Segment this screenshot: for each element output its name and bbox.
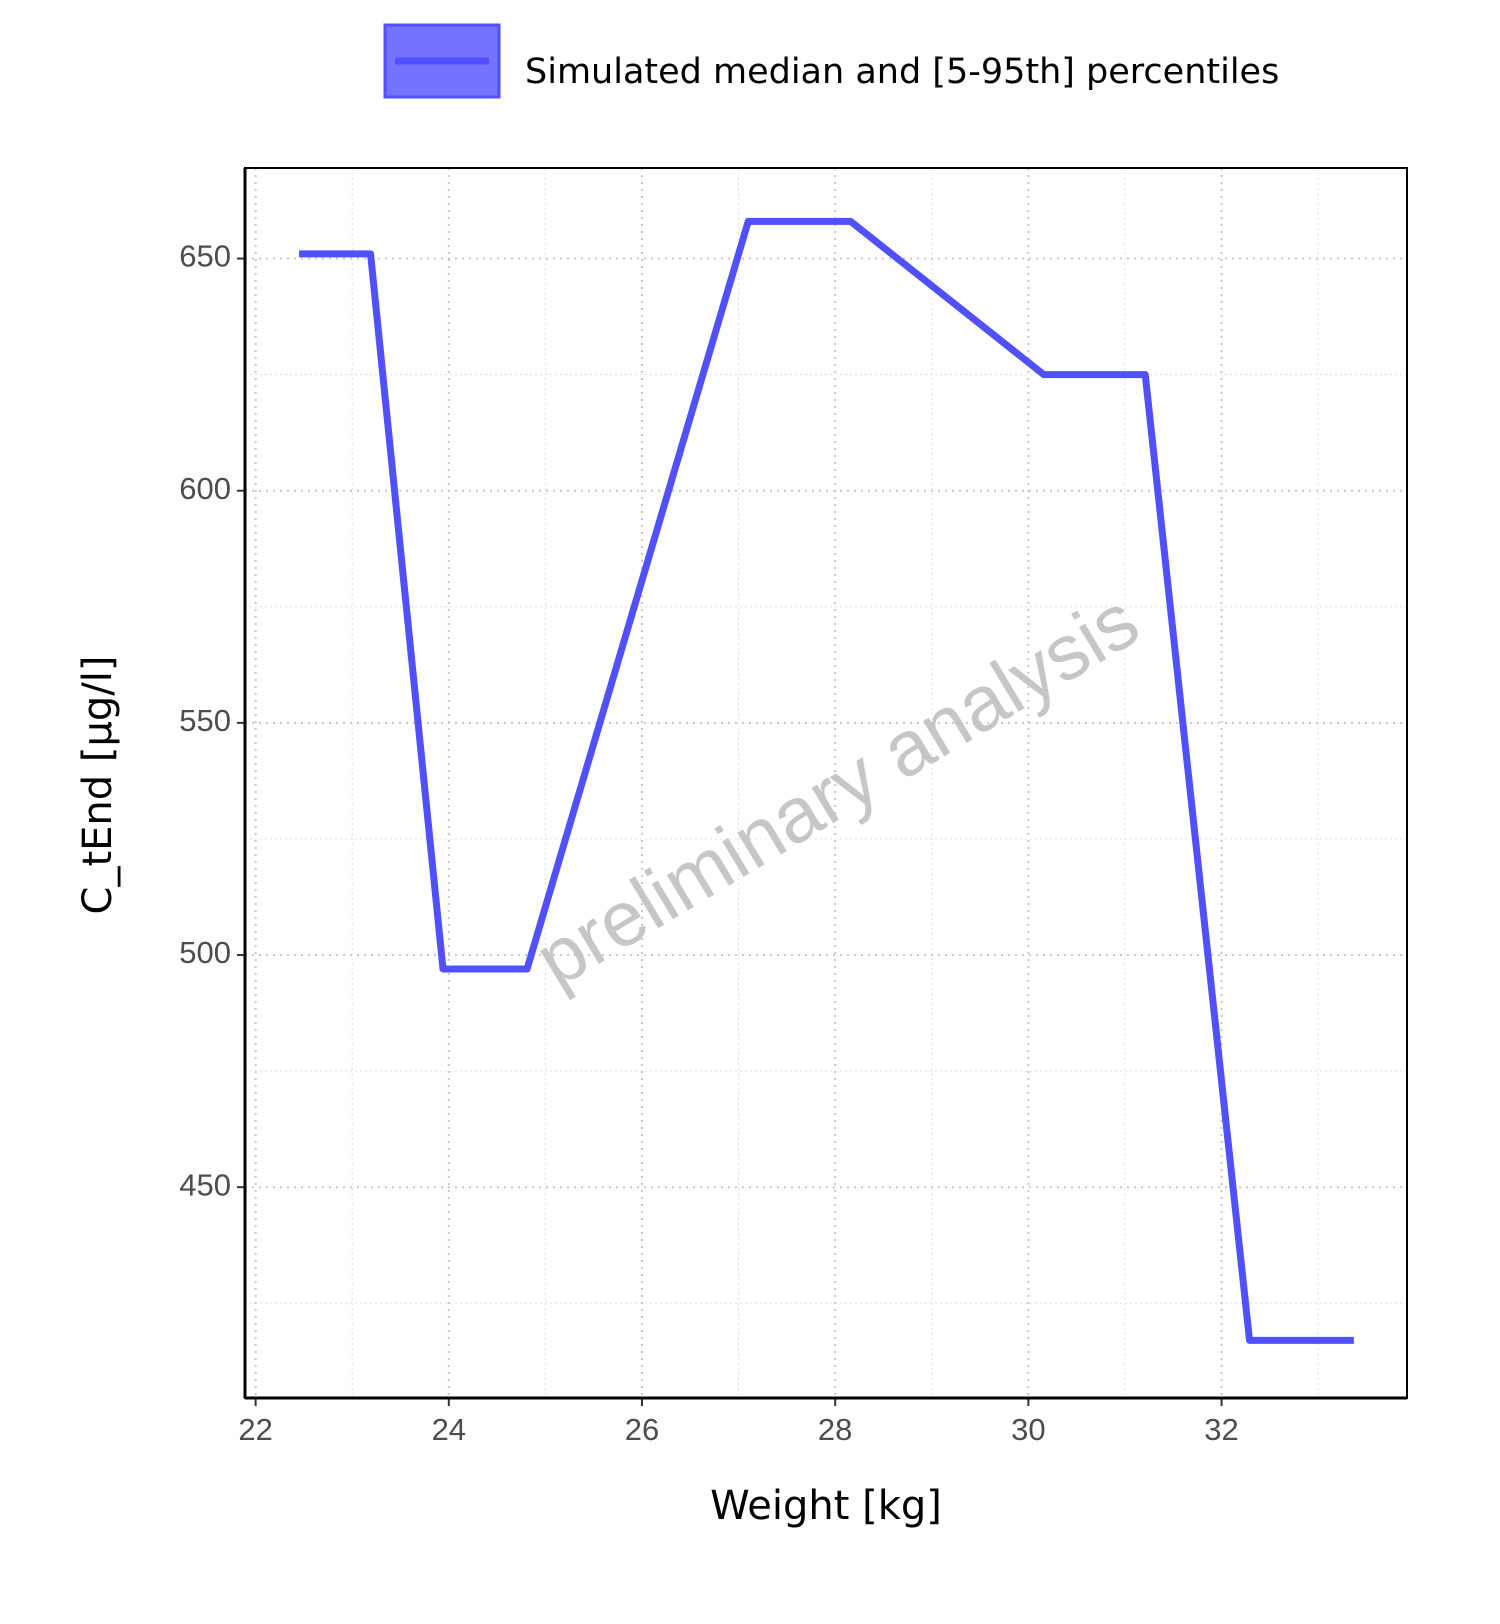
legend-label: Simulated median and [5-95th] percentile…	[525, 52, 1279, 92]
x-tick-label: 22	[238, 1412, 272, 1447]
watermark: preliminary analysis	[521, 575, 1153, 1003]
x-tick-label: 24	[432, 1412, 466, 1447]
y-tick-label: 500	[179, 935, 231, 970]
x-tick-label: 26	[625, 1412, 659, 1447]
x-axis-title: Weight [kg]	[710, 1483, 942, 1529]
y-tick-label: 650	[179, 239, 231, 274]
y-tick-label: 550	[179, 703, 231, 738]
y-tick-label: 600	[179, 471, 231, 506]
data-line	[299, 217, 1354, 1344]
y-axis-title: C_tEnd [µg/l]	[75, 656, 121, 915]
x-tick-label: 32	[1204, 1412, 1238, 1447]
y-tick-label: 450	[179, 1167, 231, 1202]
x-tick-label: 28	[818, 1412, 852, 1447]
x-tick-label: 30	[1011, 1412, 1045, 1447]
